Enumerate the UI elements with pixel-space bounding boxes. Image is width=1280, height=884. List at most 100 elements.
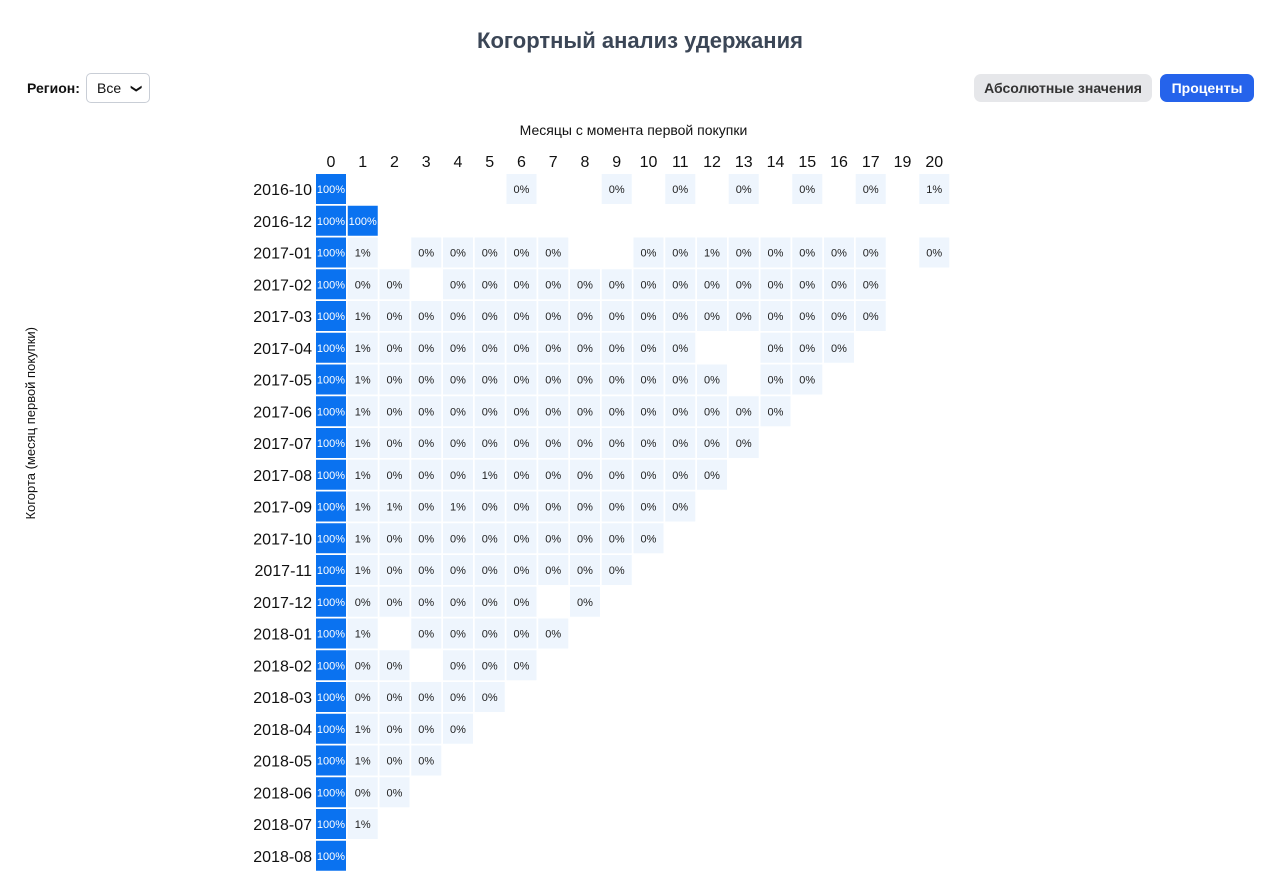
cell-value-label: 0% [482, 502, 498, 514]
heatmap-cell [347, 396, 378, 427]
heatmap-cell [855, 174, 886, 204]
cell-value-label: 0% [609, 406, 625, 418]
heatmap-cell [601, 301, 632, 331]
heatmap-cell [316, 205, 346, 236]
heatmap-cell [316, 301, 346, 331]
heatmap-cell [570, 428, 600, 458]
heatmap-cell [570, 459, 600, 490]
heatmap-cell [728, 237, 759, 268]
heatmap-cell [316, 713, 346, 744]
x-tick-label: 3 [422, 154, 431, 171]
region-select[interactable]: Все ❮ [86, 73, 150, 103]
heatmap-cell [506, 586, 537, 617]
cell-value-label: 1% [926, 184, 942, 196]
cell-value-label: 100% [317, 502, 345, 514]
cell-value-label: 0% [831, 343, 847, 355]
heatmap-cell [792, 174, 823, 204]
cell-value-label: 0% [387, 343, 403, 355]
cell-value-label: 0% [418, 248, 434, 260]
heatmap-cell [347, 555, 378, 585]
cell-value-label: 0% [577, 438, 593, 450]
cell-value-label: 100% [317, 597, 345, 609]
cell-value-label: 1% [482, 470, 498, 482]
cell-value-label: 0% [768, 248, 784, 260]
cell-value-label: 0% [577, 502, 593, 514]
cell-value-label: 0% [450, 311, 466, 323]
heatmap-cell [538, 396, 569, 427]
heatmap-cell [760, 237, 791, 268]
cell-value-label: 0% [482, 311, 498, 323]
heatmap-cell [728, 428, 759, 458]
heatmap-cell [316, 618, 346, 649]
cell-value-label: 0% [799, 375, 815, 387]
heatmap-cell [474, 364, 505, 395]
x-tick-label: 2 [390, 154, 399, 171]
cell-value-label: 100% [317, 311, 345, 323]
heatmap-cell [443, 523, 473, 554]
heatmap-cell [347, 713, 378, 744]
heatmap-cell [411, 459, 442, 490]
y-tick-label: 2017-02 [253, 277, 312, 294]
cell-value-label: 0% [514, 343, 530, 355]
cell-value-label: 100% [317, 692, 345, 704]
heatmap-cell [506, 396, 537, 427]
cell-value-label: 0% [926, 248, 942, 260]
x-tick-label: 4 [454, 154, 463, 171]
heatmap-cell [316, 332, 346, 363]
heatmap-cell [665, 269, 696, 300]
cell-value-label: 1% [704, 248, 720, 260]
heatmap-cell [506, 301, 537, 331]
cell-value-label: 0% [577, 565, 593, 577]
cell-value-label: 0% [641, 502, 657, 514]
heatmap-cell [411, 332, 442, 363]
absolute-values-button[interactable]: Абсолютные значения [974, 74, 1152, 102]
heatmap-cell [443, 682, 473, 712]
cell-value-label: 0% [482, 660, 498, 672]
cell-value-label: 0% [609, 502, 625, 514]
cell-value-label: 0% [418, 343, 434, 355]
cell-value-label: 0% [514, 184, 530, 196]
cell-value-label: 0% [450, 692, 466, 704]
cell-value-label: 100% [317, 438, 345, 450]
heatmap-cell [824, 237, 854, 268]
heatmap-cell [538, 237, 569, 268]
cell-value-label: 0% [450, 375, 466, 387]
cell-value-label: 0% [736, 279, 752, 291]
x-tick-label: 5 [485, 154, 494, 171]
cell-value-label: 0% [450, 248, 466, 260]
percent-button[interactable]: Проценты [1160, 74, 1254, 102]
heatmap-cell [792, 364, 823, 395]
cell-value-label: 0% [387, 438, 403, 450]
cell-value-label: 0% [545, 375, 561, 387]
cell-value-label: 0% [450, 438, 466, 450]
y-tick-label: 2017-12 [253, 595, 312, 612]
cell-value-label: 0% [641, 248, 657, 260]
heatmap-cell [824, 332, 854, 363]
heatmap-cell [506, 332, 537, 363]
cell-value-label: 0% [545, 343, 561, 355]
heatmap-cell [919, 174, 950, 204]
heatmap-cell [347, 491, 378, 522]
heatmap-cell [316, 777, 346, 808]
heatmap-cell [316, 523, 346, 554]
region-select-value: Все [97, 80, 122, 96]
cell-value-label: 0% [387, 724, 403, 736]
heatmap-cell [379, 364, 410, 395]
cell-value-label: 0% [577, 311, 593, 323]
heatmap-cell [316, 459, 346, 490]
cell-value-label: 0% [545, 565, 561, 577]
heatmap-cell [665, 491, 696, 522]
cell-value-label: 1% [355, 629, 371, 641]
cell-value-label: 0% [514, 470, 530, 482]
heatmap-cell [570, 332, 600, 363]
cell-value-label: 0% [387, 692, 403, 704]
heatmap-cell [316, 555, 346, 585]
cell-value-label: 100% [317, 533, 345, 545]
heatmap-cell [570, 269, 600, 300]
cell-value-label: 100% [317, 565, 345, 577]
heatmap-cell [347, 428, 378, 458]
cell-value-label: 0% [387, 470, 403, 482]
heatmap-cell [601, 332, 632, 363]
heatmap-cell [538, 555, 569, 585]
